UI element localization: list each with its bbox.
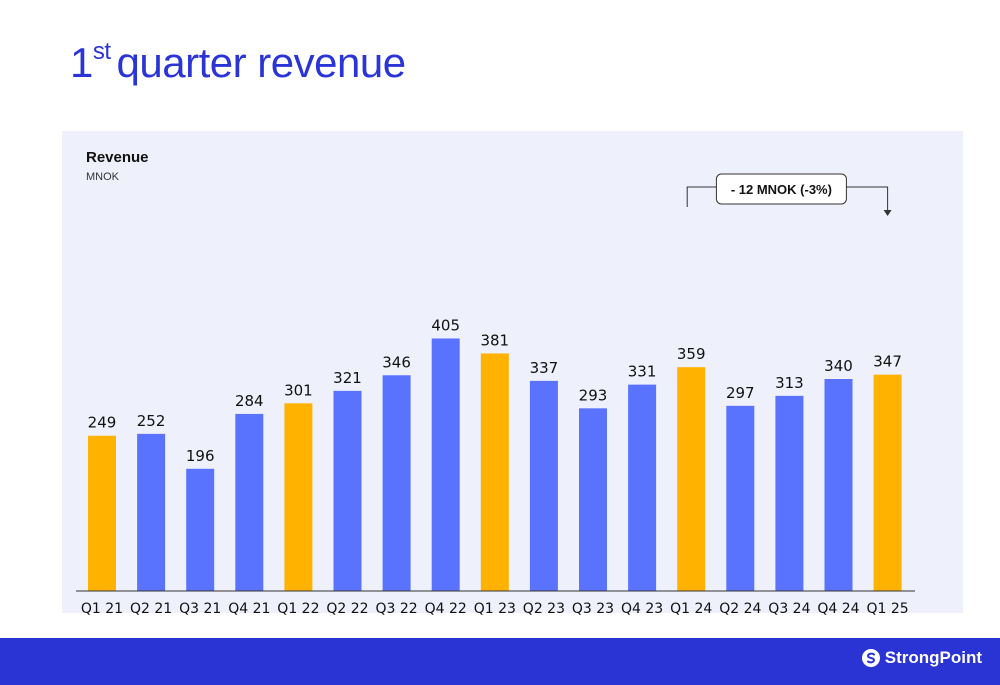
- data-label: 347: [873, 353, 902, 371]
- bar: [186, 468, 215, 591]
- data-label: 293: [579, 386, 608, 404]
- data-label: 196: [186, 447, 215, 465]
- bar: [333, 390, 362, 591]
- brand-logo: StrongPoint: [861, 648, 982, 668]
- x-tick-label: Q1 21: [81, 601, 123, 617]
- data-label: 359: [677, 345, 706, 363]
- data-label: 321: [333, 369, 362, 387]
- data-label: 301: [284, 381, 313, 399]
- data-label: 337: [530, 359, 559, 377]
- bar: [284, 403, 313, 591]
- x-tick-label: Q1 23: [474, 601, 516, 617]
- x-tick-label: Q2 23: [523, 601, 565, 617]
- data-label: 252: [137, 412, 166, 430]
- x-tick-label: Q3 24: [768, 601, 810, 617]
- data-label: 249: [88, 414, 117, 432]
- bar: [382, 375, 411, 591]
- page-title: 1st quarter revenue: [70, 38, 406, 86]
- bar: [529, 380, 558, 591]
- data-label: 297: [726, 384, 755, 402]
- bar: [726, 405, 755, 591]
- x-tick-label: Q1 25: [866, 601, 908, 617]
- data-label: 340: [824, 357, 853, 375]
- data-label: 405: [431, 316, 460, 334]
- x-tick-label: Q4 24: [817, 601, 859, 617]
- annotation-text: - 12 MNOK (-3%): [731, 182, 832, 197]
- bar: [88, 435, 116, 591]
- x-tick-label: Q4 22: [425, 601, 467, 617]
- data-label: 331: [628, 363, 657, 381]
- x-tick-label: Q3 21: [179, 601, 221, 617]
- annotation-box: [715, 173, 847, 205]
- bar: [677, 367, 706, 591]
- x-tick-label: Q2 22: [326, 601, 368, 617]
- bar: [775, 395, 804, 591]
- x-tick-label: Q2 21: [130, 601, 172, 617]
- x-tick-label: Q4 21: [228, 601, 270, 617]
- bar: [480, 353, 509, 591]
- data-label: 284: [235, 392, 264, 410]
- revenue-bar-chart: 249 Q1 21 252 Q2 21 196 Q3 21 284 Q4 21 301 Q1 22…: [76, 173, 915, 617]
- chart-title: Revenue: [86, 149, 149, 166]
- brand-name: StrongPoint: [884, 648, 982, 667]
- data-label: 381: [480, 331, 509, 349]
- bar: [579, 408, 607, 591]
- footer-bar: StrongPoint: [0, 638, 1000, 685]
- data-label: 346: [382, 353, 411, 371]
- x-tick-label: Q1 24: [670, 601, 712, 617]
- bar: [824, 379, 853, 591]
- x-tick-label: Q3 22: [375, 601, 417, 617]
- bar: [431, 338, 460, 591]
- chart-unit: MNOK: [86, 171, 119, 183]
- strongpoint-logo-icon: [861, 649, 880, 667]
- bar: [628, 384, 657, 591]
- x-tick-label: Q3 23: [572, 601, 614, 617]
- x-tick-label: Q4 23: [621, 601, 663, 617]
- annotation-arrow-icon: [883, 210, 892, 216]
- x-tick-label: Q2 24: [719, 601, 761, 617]
- bar: [235, 413, 264, 591]
- x-tick-label: Q1 22: [277, 601, 319, 617]
- data-label: 313: [775, 374, 804, 392]
- bar: [137, 433, 166, 591]
- bar: [873, 374, 902, 591]
